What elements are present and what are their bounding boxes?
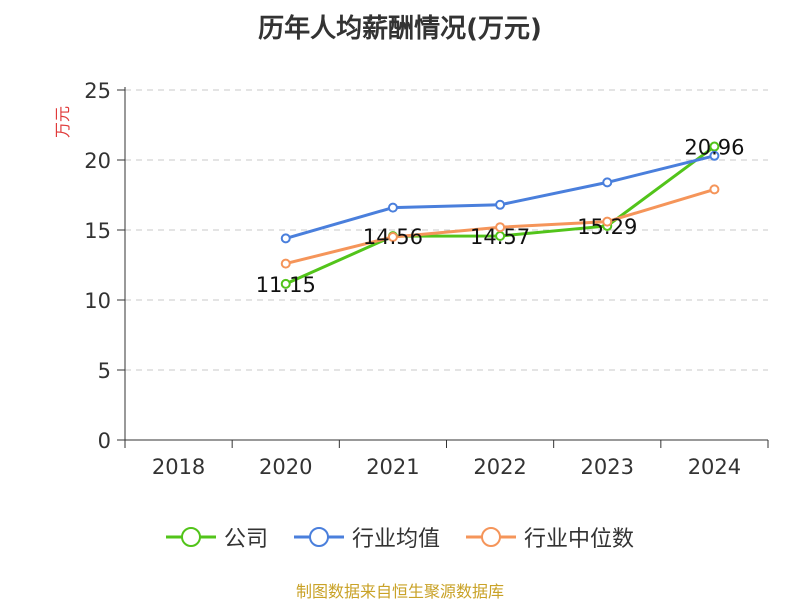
data-point (387, 232, 398, 242)
data-point (602, 177, 613, 188)
source-note: 制图数据来自恒生聚源数据库 (295, 582, 504, 601)
data-point (280, 258, 291, 269)
data-label: 11.15 (256, 273, 316, 297)
y-tick-label: 5 (98, 359, 111, 383)
data-label: 14.57 (470, 225, 530, 249)
x-tick-label: 2023 (581, 455, 634, 479)
legend-item[interactable]: 公司 (165, 521, 268, 553)
x-tick-label: 2021 (366, 455, 419, 479)
series-line (285, 145, 716, 286)
x-tick-label: 2024 (688, 455, 741, 479)
data-point (709, 184, 720, 195)
legend-label: 公司 (223, 527, 268, 552)
data-point (495, 222, 506, 233)
data-point (495, 199, 506, 210)
y-tick-label: 15 (84, 219, 111, 243)
x-tick-label: 2020 (259, 455, 312, 479)
y-tick-label: 25 (84, 79, 111, 103)
grid-layer (125, 89, 768, 371)
y-tick-label: 0 (98, 429, 111, 453)
legend-label: 行业均值 (351, 527, 440, 552)
data-point (709, 150, 720, 161)
legend-marker-icon (165, 527, 216, 547)
legend-label: 行业中位数 (524, 527, 635, 552)
data-point (709, 141, 720, 152)
series-layer (280, 141, 720, 289)
axes-layer: 0 5 10 15 20 25 2018 2020 2021 2022 2023 2024 (84, 79, 769, 479)
data-point (280, 233, 291, 244)
legend-marker-icon (293, 527, 344, 547)
legend-item[interactable]: 行业均值 (293, 521, 440, 553)
data-label: 14.56 (363, 225, 423, 249)
data-label: 15.29 (577, 215, 637, 239)
y-axis-title: 万元 (53, 106, 72, 138)
legend: 公司 行业均值 行业中位数 (0, 520, 800, 554)
x-tick-label: 2022 (473, 455, 526, 479)
chart-title: 历年人均薪酬情况(万元) (258, 14, 542, 44)
y-tick-label: 20 (84, 149, 111, 173)
y-tick-label: 10 (84, 289, 111, 313)
legend-marker-icon (466, 527, 516, 547)
data-labels-layer: 11.15 14.56 14.57 15.29 20.96 (256, 136, 745, 297)
data-point (602, 216, 613, 227)
data-point (387, 202, 398, 213)
data-point (280, 278, 291, 289)
x-tick-label: 2018 (152, 455, 205, 479)
legend-item[interactable]: 行业中位数 (466, 521, 634, 553)
data-label: 20.96 (684, 136, 744, 160)
